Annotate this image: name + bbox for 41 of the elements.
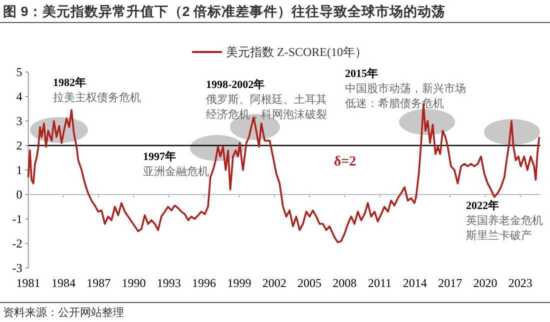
x-tick-label: 2014 <box>402 276 427 290</box>
annotation: 斯里兰卡破产 <box>466 229 532 242</box>
annotation: 1998-2002年 <box>206 78 265 91</box>
x-tick-label: 1996 <box>192 276 216 290</box>
y-tick-label: 3 <box>16 114 22 128</box>
x-tick-label: 1999 <box>227 276 252 290</box>
y-tick-label: 1 <box>16 163 22 177</box>
y-tick-label: -2 <box>12 236 22 250</box>
x-tick-label: 2023 <box>508 276 532 290</box>
ref-line-label: δ=2 <box>334 154 356 170</box>
x-tick-label: 1993 <box>156 276 181 290</box>
annotation: 经济危机，科网泡沫破裂 <box>206 108 327 121</box>
annotation: 2022年 <box>466 199 499 212</box>
chart-title: 图 9：美元指数异常升值下（2 倍标准差事件）往往导致全球市场的动荡 <box>3 3 446 19</box>
annotation: 1982年 <box>53 76 86 89</box>
annotation: 俄罗斯、阿根廷、土耳其 <box>206 93 327 106</box>
legend-label: 美元指数 Z-SCORE(10年） <box>226 45 367 59</box>
annotation: 中国股市动荡，新兴市场 <box>345 82 466 95</box>
x-tick-label: 2008 <box>332 276 357 290</box>
x-tick-label: 2011 <box>368 276 392 290</box>
y-tick-label: 0 <box>16 188 22 202</box>
x-tick-label: 2020 <box>473 276 498 290</box>
x-tick-label: 1981 <box>16 276 40 290</box>
annotation: 英国养老金危机 <box>466 214 543 227</box>
annotation: 拉美主权债务危机 <box>53 91 141 104</box>
annotation: 1997年 <box>143 150 176 163</box>
x-tick-label: 1987 <box>86 276 111 290</box>
annotation: 低迷：希腊债务危机 <box>345 97 444 110</box>
x-tick-label: 2017 <box>438 276 462 290</box>
annotation: 2015年 <box>345 67 378 80</box>
x-tick-label: 1990 <box>122 276 146 290</box>
y-tick-label: -3 <box>12 261 22 275</box>
y-tick-label: 4 <box>16 90 22 104</box>
x-tick-label: 1984 <box>51 276 76 290</box>
text: 资料来源：公开网站整理 <box>3 306 124 319</box>
x-tick-label: 2005 <box>297 276 322 290</box>
x-tick-label: 2002 <box>262 276 286 290</box>
annotation: 亚洲金融危机 <box>143 165 209 178</box>
y-tick-label: 5 <box>16 65 22 79</box>
y-tick-label: -1 <box>12 212 22 226</box>
y-tick-label: 2 <box>16 138 22 152</box>
